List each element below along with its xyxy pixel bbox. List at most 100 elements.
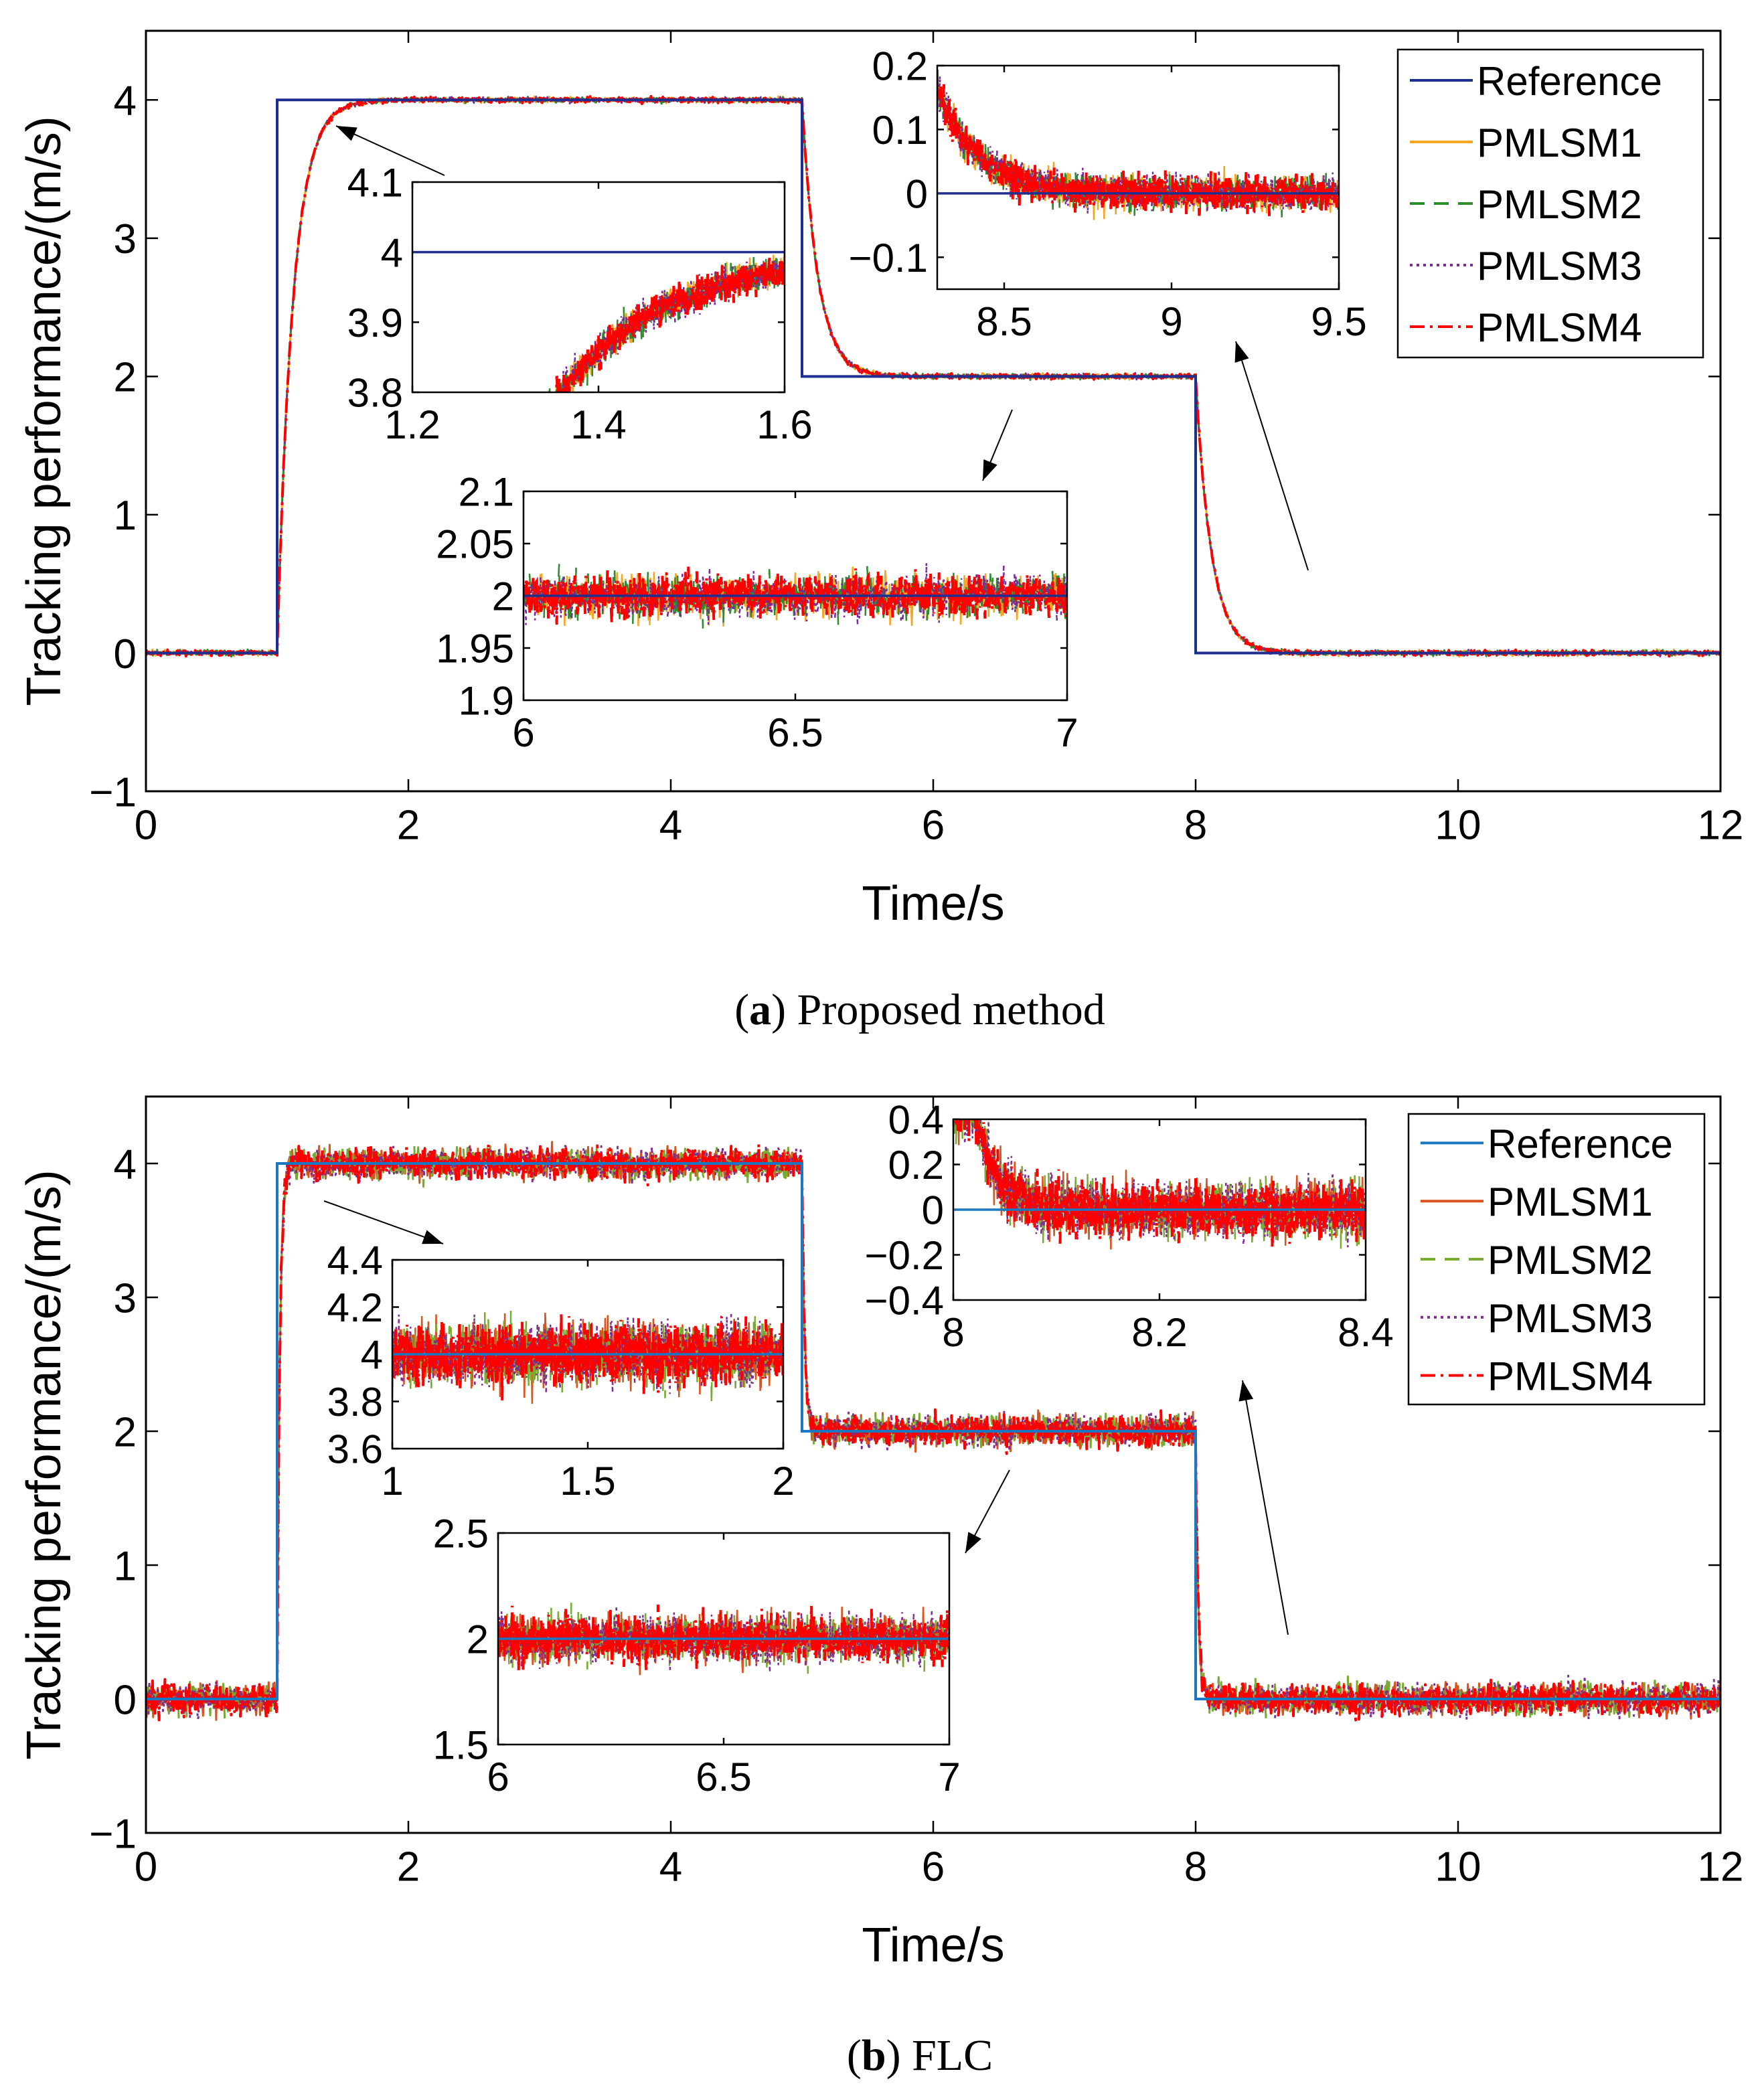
inset-axis-ytick-label: 0.1: [872, 108, 928, 153]
zoom-arrow-head: [983, 459, 997, 481]
main-axis-xtick-label: 10: [1435, 1844, 1481, 1890]
inset-axis-xtick-label: 1: [381, 1459, 403, 1504]
series-reference: [146, 1162, 1720, 1700]
inset-axis-ytick-label: 0.2: [888, 1143, 944, 1188]
inset-axis-ytick-label: 2.5: [433, 1512, 489, 1556]
main-axis-xtick-label: 2: [397, 802, 420, 848]
caption-close: ): [886, 2031, 912, 2080]
inset-axis-ytick-label: 4: [381, 230, 403, 275]
main-axis-xtick-label: 6: [922, 1844, 945, 1890]
inset-axis-ytick-label: 3.9: [347, 301, 403, 345]
inset-axis-ytick-label: 1.5: [433, 1723, 489, 1768]
zoom-arrow-head: [1234, 341, 1249, 363]
main-axis-xtick-label: 10: [1435, 802, 1481, 848]
inset-axis-xtick-label: 9.5: [1311, 299, 1366, 344]
main-axis-xtick-label: 0: [135, 802, 157, 848]
inset-axis-ytick-label: 4.4: [327, 1238, 383, 1283]
inset-axis-xtick-label: 6.5: [767, 710, 823, 755]
inset-axis-xtick-label: 1.5: [560, 1459, 615, 1504]
legend: Reference PMLSM1 PMLSM2 PMLSM3 PMLSM4: [1407, 1113, 1706, 1406]
main-axis-xtick-label: 0: [135, 1844, 157, 1890]
inset-axis-xtick-label: 8.5: [976, 299, 1032, 344]
inset-series-PMLSM4: [524, 566, 1067, 625]
main-series-group: [146, 94, 1720, 658]
main-axis-ytick-label: 0: [114, 1677, 137, 1723]
inset-axis-ytick-label: 0.2: [872, 44, 928, 89]
inset-frame: [497, 1532, 951, 1746]
inset-frame: [522, 490, 1068, 702]
zoom-arrow: [323, 1200, 444, 1244]
inset-axis-xtick-label: 8: [942, 1310, 964, 1355]
inset-axis-ytick-label: 1.9: [459, 679, 514, 724]
inset-axis-xtick-label: 7: [938, 1755, 960, 1799]
inset-axis-ytick-label: 3.6: [327, 1427, 383, 1472]
main-axis-frame: [145, 29, 1722, 793]
legend-entry: PMLSM4: [1488, 1354, 1653, 1399]
zoom-arrow-head: [1238, 1380, 1254, 1402]
zoom-arrow-head: [965, 1532, 981, 1553]
zoom-arrow: [1234, 341, 1309, 571]
inset-series-group: [412, 246, 785, 392]
main-axis-ytick-label: 4: [114, 1141, 137, 1188]
caption-label: a: [749, 985, 771, 1034]
inset-axis-xtick-label: 2: [772, 1459, 794, 1504]
inset-axis-ytick-label: 4.1: [347, 161, 403, 206]
main-axis-ytick-label: 3: [114, 216, 137, 262]
main-axis-ytick-label: 0: [114, 631, 137, 677]
inset-axis-xtick-label: 7: [1056, 710, 1078, 755]
inset-frame: [411, 181, 786, 394]
main-axis-ytick-label: 2: [114, 355, 137, 401]
zoom-arrow-head: [422, 1230, 443, 1244]
inset-axis-ytick-label: 4: [361, 1333, 383, 1378]
main-axis-xtick-label: 8: [1184, 802, 1207, 848]
main-axis-xtick-label: 8: [1184, 1844, 1207, 1890]
zoom-arrow: [335, 125, 445, 176]
inset-axis-xtick-label: 8.4: [1338, 1310, 1393, 1355]
inset-axis-ytick-label: 2.05: [436, 522, 514, 567]
inset-steady: 6 6.5 7 1.9 1.95 2 2.05 2.1: [436, 470, 1078, 755]
main-axis-ytick-label: 2: [114, 1409, 137, 1455]
inset-axis-ytick-label: 3.8: [347, 371, 403, 416]
inset-axis-ytick-label: 0: [922, 1188, 944, 1233]
y-axis-label: Tracking performance/(m/s): [17, 1169, 71, 1760]
caption-open: (: [734, 985, 749, 1034]
main-axis-ytick-label: 4: [114, 78, 137, 125]
legend-entry: PMLSM2: [1488, 1238, 1653, 1283]
series-reference: [146, 98, 1720, 655]
caption-open: (: [847, 2031, 862, 2080]
y-axis-label: Tracking performance/(m/s): [17, 116, 71, 706]
x-axis-label: Time/s: [862, 1919, 1004, 1972]
main-axis-ytick-label: 1: [114, 1543, 137, 1589]
inset-series-PMLSM4: [953, 1119, 1366, 1247]
inset-series-group: [498, 1603, 949, 1676]
caption-close: ): [771, 985, 797, 1034]
inset-axis-ytick-label: 1.95: [436, 627, 514, 671]
inset-steady: 6 6.5 7 1.5 2 2.5: [433, 1512, 961, 1799]
inset-frame: [391, 1259, 785, 1450]
zoom-arrow: [1238, 1380, 1289, 1635]
caption-text: Proposed method: [797, 985, 1105, 1034]
inset-frame: [952, 1118, 1367, 1301]
main-axis-ytick-label: 1: [114, 493, 137, 539]
main-series-group: [146, 1141, 1720, 1722]
legend-entry: PMLSM1: [1477, 120, 1642, 165]
legend-entry: Reference: [1488, 1121, 1673, 1166]
inset-axis-ytick-label: 0.4: [888, 1098, 944, 1143]
zoom-arrow-head: [336, 126, 357, 141]
panel-caption: (a) Proposed method: [734, 985, 1105, 1034]
inset-series-group: [524, 563, 1067, 629]
inset-fall: 8.5 9 9.5 −0.1 0 0.1 0.2: [849, 44, 1367, 344]
zoom-arrow-line: [1235, 341, 1309, 571]
inset-rise: 1 1.5 2 3.63.844.24.4: [327, 1238, 795, 1504]
inset-fall: 8 8.2 8.4 −0.4−0.200.20.4: [865, 1098, 1394, 1355]
main-axis-xtick-label: 2: [397, 1844, 420, 1890]
x-axis-label: Time/s: [862, 877, 1004, 931]
inset-axis-xtick-label: 6.5: [696, 1755, 751, 1799]
main-axis-ytick-label: −1: [89, 769, 137, 815]
panel-caption: (b) FLC: [847, 2031, 993, 2080]
inset-series-PMLSM4: [392, 1313, 783, 1401]
inset-axis-xtick-label: 1.2: [384, 402, 440, 447]
legend-entry: PMLSM3: [1488, 1296, 1653, 1341]
